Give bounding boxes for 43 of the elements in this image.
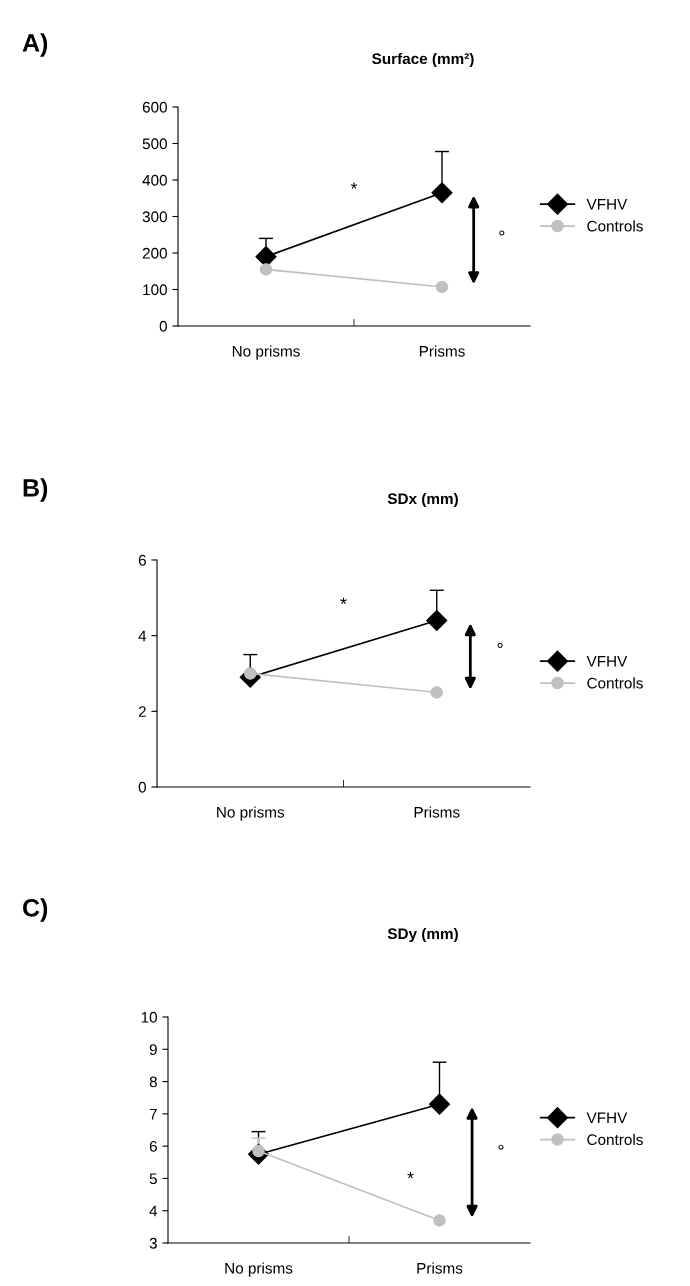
x-tick-label: Prisms: [419, 345, 465, 357]
y-tick-label: 6: [149, 1141, 157, 1152]
text: A): [22, 33, 48, 57]
x-tick-label: No prisms: [217, 806, 285, 821]
y-tick-label: 3: [149, 1237, 157, 1249]
y-tick-label: 8: [149, 1076, 157, 1088]
chart-title: Surface (mm²): [372, 52, 474, 68]
y-tick-label: 10: [141, 1011, 157, 1023]
legend-label: Controls: [587, 677, 643, 689]
y-tick-label: 100: [143, 284, 167, 296]
y-tick-label: 0: [138, 781, 146, 793]
x-tick-label: Prisms: [414, 806, 460, 818]
annotation: *: [340, 597, 347, 604]
y-tick-label: 2: [138, 706, 146, 717]
y-tick-label: 200: [142, 247, 167, 259]
annotation: °: [497, 642, 503, 648]
annotation: °: [498, 1144, 504, 1150]
y-tick-label: 5: [149, 1173, 157, 1185]
x-tick-label: No prisms: [225, 1262, 293, 1277]
text: B): [23, 478, 48, 502]
legend-label: Controls: [587, 1133, 643, 1146]
x-tick-label: Prisms: [417, 1262, 463, 1274]
y-tick-label: 4: [138, 630, 147, 642]
legend-label: Controls: [587, 220, 643, 232]
y-tick-label: 9: [149, 1044, 157, 1055]
y-tick-label: 400: [142, 174, 167, 186]
annotation: *: [407, 1171, 414, 1179]
chart-title: SDx (mm): [387, 492, 458, 508]
chart-title: SDy (mm): [387, 927, 458, 943]
legend-label: VFHV: [586, 656, 628, 667]
y-tick-label: 500: [142, 138, 167, 150]
y-tick-label: 4: [149, 1205, 158, 1217]
y-tick-label: 300: [142, 211, 167, 223]
legend-label: VFHV: [586, 1112, 628, 1124]
y-tick-label: 0: [159, 320, 167, 332]
x-tick-label: No prisms: [232, 345, 300, 360]
annotation: *: [350, 182, 358, 189]
y-tick-label: 6: [138, 554, 146, 566]
legend-label: VFHV: [586, 199, 628, 210]
text: C): [23, 898, 48, 922]
annotation: °: [499, 230, 505, 236]
y-tick-label: 7: [149, 1108, 157, 1120]
y-tick-label: 600: [142, 101, 167, 113]
